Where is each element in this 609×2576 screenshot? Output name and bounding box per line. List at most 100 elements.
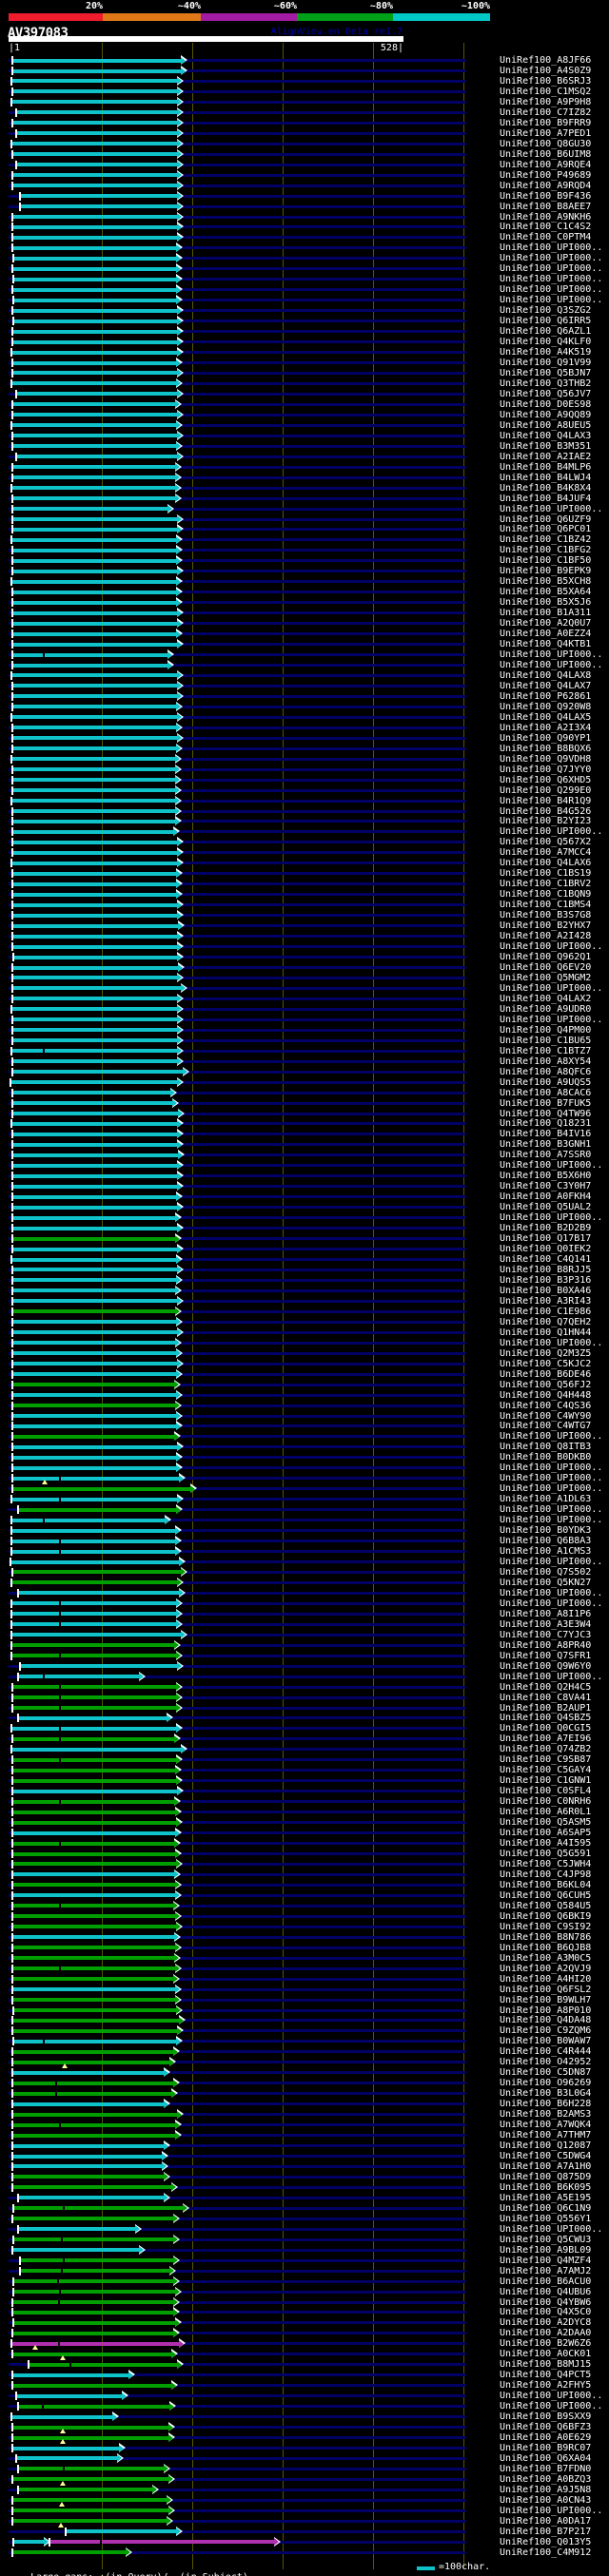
row-label[interactable]: UniRef100_C1E986: [500, 1306, 592, 1317]
row-label[interactable]: UniRef100_A7MCC4: [500, 847, 592, 859]
row-label[interactable]: UniRef100_C9SB87: [500, 1754, 592, 1766]
row-label[interactable]: UniRef100_C5DN87: [500, 2067, 592, 2079]
row-label[interactable]: UniRef100_Q556Y1: [500, 2213, 592, 2224]
row-label[interactable]: UniRef100_A8P010: [500, 2005, 592, 2016]
row-label[interactable]: UniRef100_C4WY90: [500, 1410, 592, 1422]
row-label[interactable]: UniRef100_A9P9H8: [500, 96, 592, 107]
row-label[interactable]: UniRef100_A0E629: [500, 2432, 592, 2443]
row-label[interactable]: UniRef100_UPI000..: [500, 274, 603, 285]
row-label[interactable]: UniRef100_A0FKH4: [500, 1191, 592, 1203]
row-label[interactable]: UniRef100_B2YHX7: [500, 920, 592, 932]
row-label[interactable]: UniRef100_B0XA46: [500, 1285, 592, 1296]
row-label[interactable]: UniRef100_C4WTG7: [500, 1421, 592, 1432]
row-label[interactable]: UniRef100_C4JP98: [500, 1869, 592, 1880]
row-label[interactable]: UniRef100_C5DWG4: [500, 2151, 592, 2161]
row-label[interactable]: UniRef100_UPI000..: [500, 2505, 603, 2516]
row-label[interactable]: UniRef100_Q9VDH8: [500, 753, 592, 765]
row-label[interactable]: UniRef100_Q299E0: [500, 784, 592, 796]
row-label[interactable]: UniRef100_C1BRV2: [500, 879, 592, 890]
row-label[interactable]: UniRef100_Q6EV20: [500, 962, 592, 973]
row-label[interactable]: UniRef100_B3M351: [500, 440, 592, 452]
row-label[interactable]: UniRef100_B3L0G4: [500, 2088, 592, 2100]
row-label[interactable]: UniRef100_C1BQN9: [500, 889, 592, 901]
row-label[interactable]: UniRef100_A9J5N8: [500, 2484, 592, 2495]
row-label[interactable]: UniRef100_C8VA41: [500, 1692, 592, 1703]
row-label[interactable]: UniRef100_A2DAA0: [500, 2328, 592, 2339]
row-label[interactable]: UniRef100_UPI000..: [500, 982, 603, 994]
row-label[interactable]: UniRef100_B2D2B9: [500, 1223, 592, 1234]
row-label[interactable]: UniRef100_A7WQK4: [500, 2120, 592, 2131]
row-label[interactable]: UniRef100_B4K8X4: [500, 482, 592, 494]
row-label[interactable]: UniRef100_Q4H448: [500, 1389, 592, 1401]
row-label[interactable]: UniRef100_Q4KTB1: [500, 639, 592, 649]
row-label[interactable]: UniRef100_Q0CGI5: [500, 1723, 592, 1734]
row-label[interactable]: UniRef100_A0CK01: [500, 2349, 592, 2360]
row-label[interactable]: UniRef100_A9NKH6: [500, 211, 592, 223]
row-label[interactable]: UniRef100_A8XY54: [500, 1056, 592, 1067]
row-label[interactable]: UniRef100_B2W6Z6: [500, 2338, 592, 2350]
row-label[interactable]: UniRef100_B6QJB8: [500, 1942, 592, 1953]
row-label[interactable]: UniRef100_B8MJ15: [500, 2359, 592, 2371]
row-label[interactable]: UniRef100_C0PTM4: [500, 232, 592, 243]
row-label[interactable]: UniRef100_UPI000..: [500, 284, 603, 296]
row-label[interactable]: UniRef100_B8BQX6: [500, 743, 592, 754]
row-label[interactable]: UniRef100_B9RC07: [500, 2443, 592, 2453]
row-label[interactable]: UniRef100_B4LWJ4: [500, 472, 592, 483]
row-label[interactable]: UniRef100_B3P316: [500, 1274, 592, 1286]
row-label[interactable]: UniRef100_A2Q0U7: [500, 618, 592, 629]
row-label[interactable]: UniRef100_A7EI96: [500, 1733, 592, 1745]
row-label[interactable]: UniRef100_A0EZZ4: [500, 629, 592, 640]
row-label[interactable]: UniRef100_UPI000..: [500, 1515, 603, 1526]
row-label[interactable]: UniRef100_A9UQS5: [500, 1076, 592, 1088]
row-label[interactable]: UniRef100_B4G526: [500, 805, 592, 817]
row-label[interactable]: UniRef100_Q6BFZ3: [500, 2422, 592, 2433]
row-label[interactable]: UniRef100_P62861: [500, 690, 592, 702]
row-label[interactable]: UniRef100_UPI000..: [500, 1557, 603, 1567]
row-label[interactable]: UniRef100_B6DE46: [500, 1368, 592, 1380]
row-label[interactable]: UniRef100_Q4DA48: [500, 2015, 592, 2026]
row-label[interactable]: UniRef100_B6K095: [500, 2181, 592, 2193]
row-label[interactable]: UniRef100_Q4TW96: [500, 1108, 592, 1119]
row-label[interactable]: UniRef100_O96269: [500, 2078, 592, 2089]
row-label[interactable]: UniRef100_B0YDK3: [500, 1525, 592, 1537]
row-label[interactable]: UniRef100_A2I3X4: [500, 722, 592, 733]
row-label[interactable]: UniRef100_Q5KN27: [500, 1577, 592, 1588]
row-label[interactable]: UniRef100_UPI000..: [500, 1671, 603, 1682]
row-label[interactable]: UniRef100_Q584U5: [500, 1900, 592, 1911]
row-label[interactable]: UniRef100_Q4X5C0: [500, 2307, 592, 2318]
row-label[interactable]: UniRef100_UPI000..: [500, 503, 603, 514]
row-label[interactable]: UniRef100_Q4KLF0: [500, 337, 592, 348]
row-label[interactable]: UniRef100_D0ES98: [500, 398, 592, 410]
row-label[interactable]: UniRef100_A3E3W4: [500, 1618, 592, 1630]
row-label[interactable]: UniRef100_C7IZ82: [500, 107, 592, 118]
row-label[interactable]: UniRef100_Q6XA04: [500, 2452, 592, 2464]
row-label[interactable]: UniRef100_B5XCH8: [500, 576, 592, 588]
row-label[interactable]: UniRef100_A1DL63: [500, 1494, 592, 1505]
row-label[interactable]: UniRef100_Q4PM00: [500, 1024, 592, 1036]
row-label[interactable]: UniRef100_Q4YBW6: [500, 2296, 592, 2308]
row-label[interactable]: UniRef100_A9RQE4: [500, 159, 592, 170]
row-label[interactable]: UniRef100_B5X6H0: [500, 1171, 592, 1182]
row-label[interactable]: UniRef100_UPI000..: [500, 1462, 603, 1474]
row-label[interactable]: UniRef100_Q7JYY0: [500, 764, 592, 775]
row-label[interactable]: UniRef100_B4MLP6: [500, 461, 592, 473]
row-label[interactable]: UniRef100_B6SRJ3: [500, 75, 592, 87]
row-label[interactable]: UniRef100_A0CN43: [500, 2494, 592, 2506]
row-label[interactable]: UniRef100_Q8GU30: [500, 138, 592, 149]
row-label[interactable]: UniRef100_A8UEU5: [500, 419, 592, 431]
row-label[interactable]: UniRef100_A4I595: [500, 1838, 592, 1849]
row-label[interactable]: UniRef100_C1BU65: [500, 1035, 592, 1046]
row-label[interactable]: UniRef100_Q5ASM5: [500, 1817, 592, 1829]
row-label[interactable]: UniRef100_C5JWH4: [500, 1858, 592, 1869]
row-label[interactable]: UniRef100_Q74ZB2: [500, 1744, 592, 1755]
row-label[interactable]: UniRef100_A0BZQ3: [500, 2473, 592, 2485]
row-label[interactable]: UniRef100_Q6PC01: [500, 524, 592, 535]
row-label[interactable]: UniRef100_B2YI23: [500, 816, 592, 827]
row-label[interactable]: UniRef100_A2IAE2: [500, 451, 592, 462]
row-label[interactable]: UniRef100_C5KJC2: [500, 1358, 592, 1369]
row-label[interactable]: UniRef100_Q6BKI9: [500, 1910, 592, 1922]
row-label[interactable]: UniRef100_B7FDN0: [500, 2463, 592, 2474]
row-label[interactable]: UniRef100_B5X5J6: [500, 597, 592, 609]
row-label[interactable]: UniRef100_B9FRR9: [500, 117, 592, 128]
row-label[interactable]: UniRef100_UPI000..: [500, 1160, 603, 1172]
